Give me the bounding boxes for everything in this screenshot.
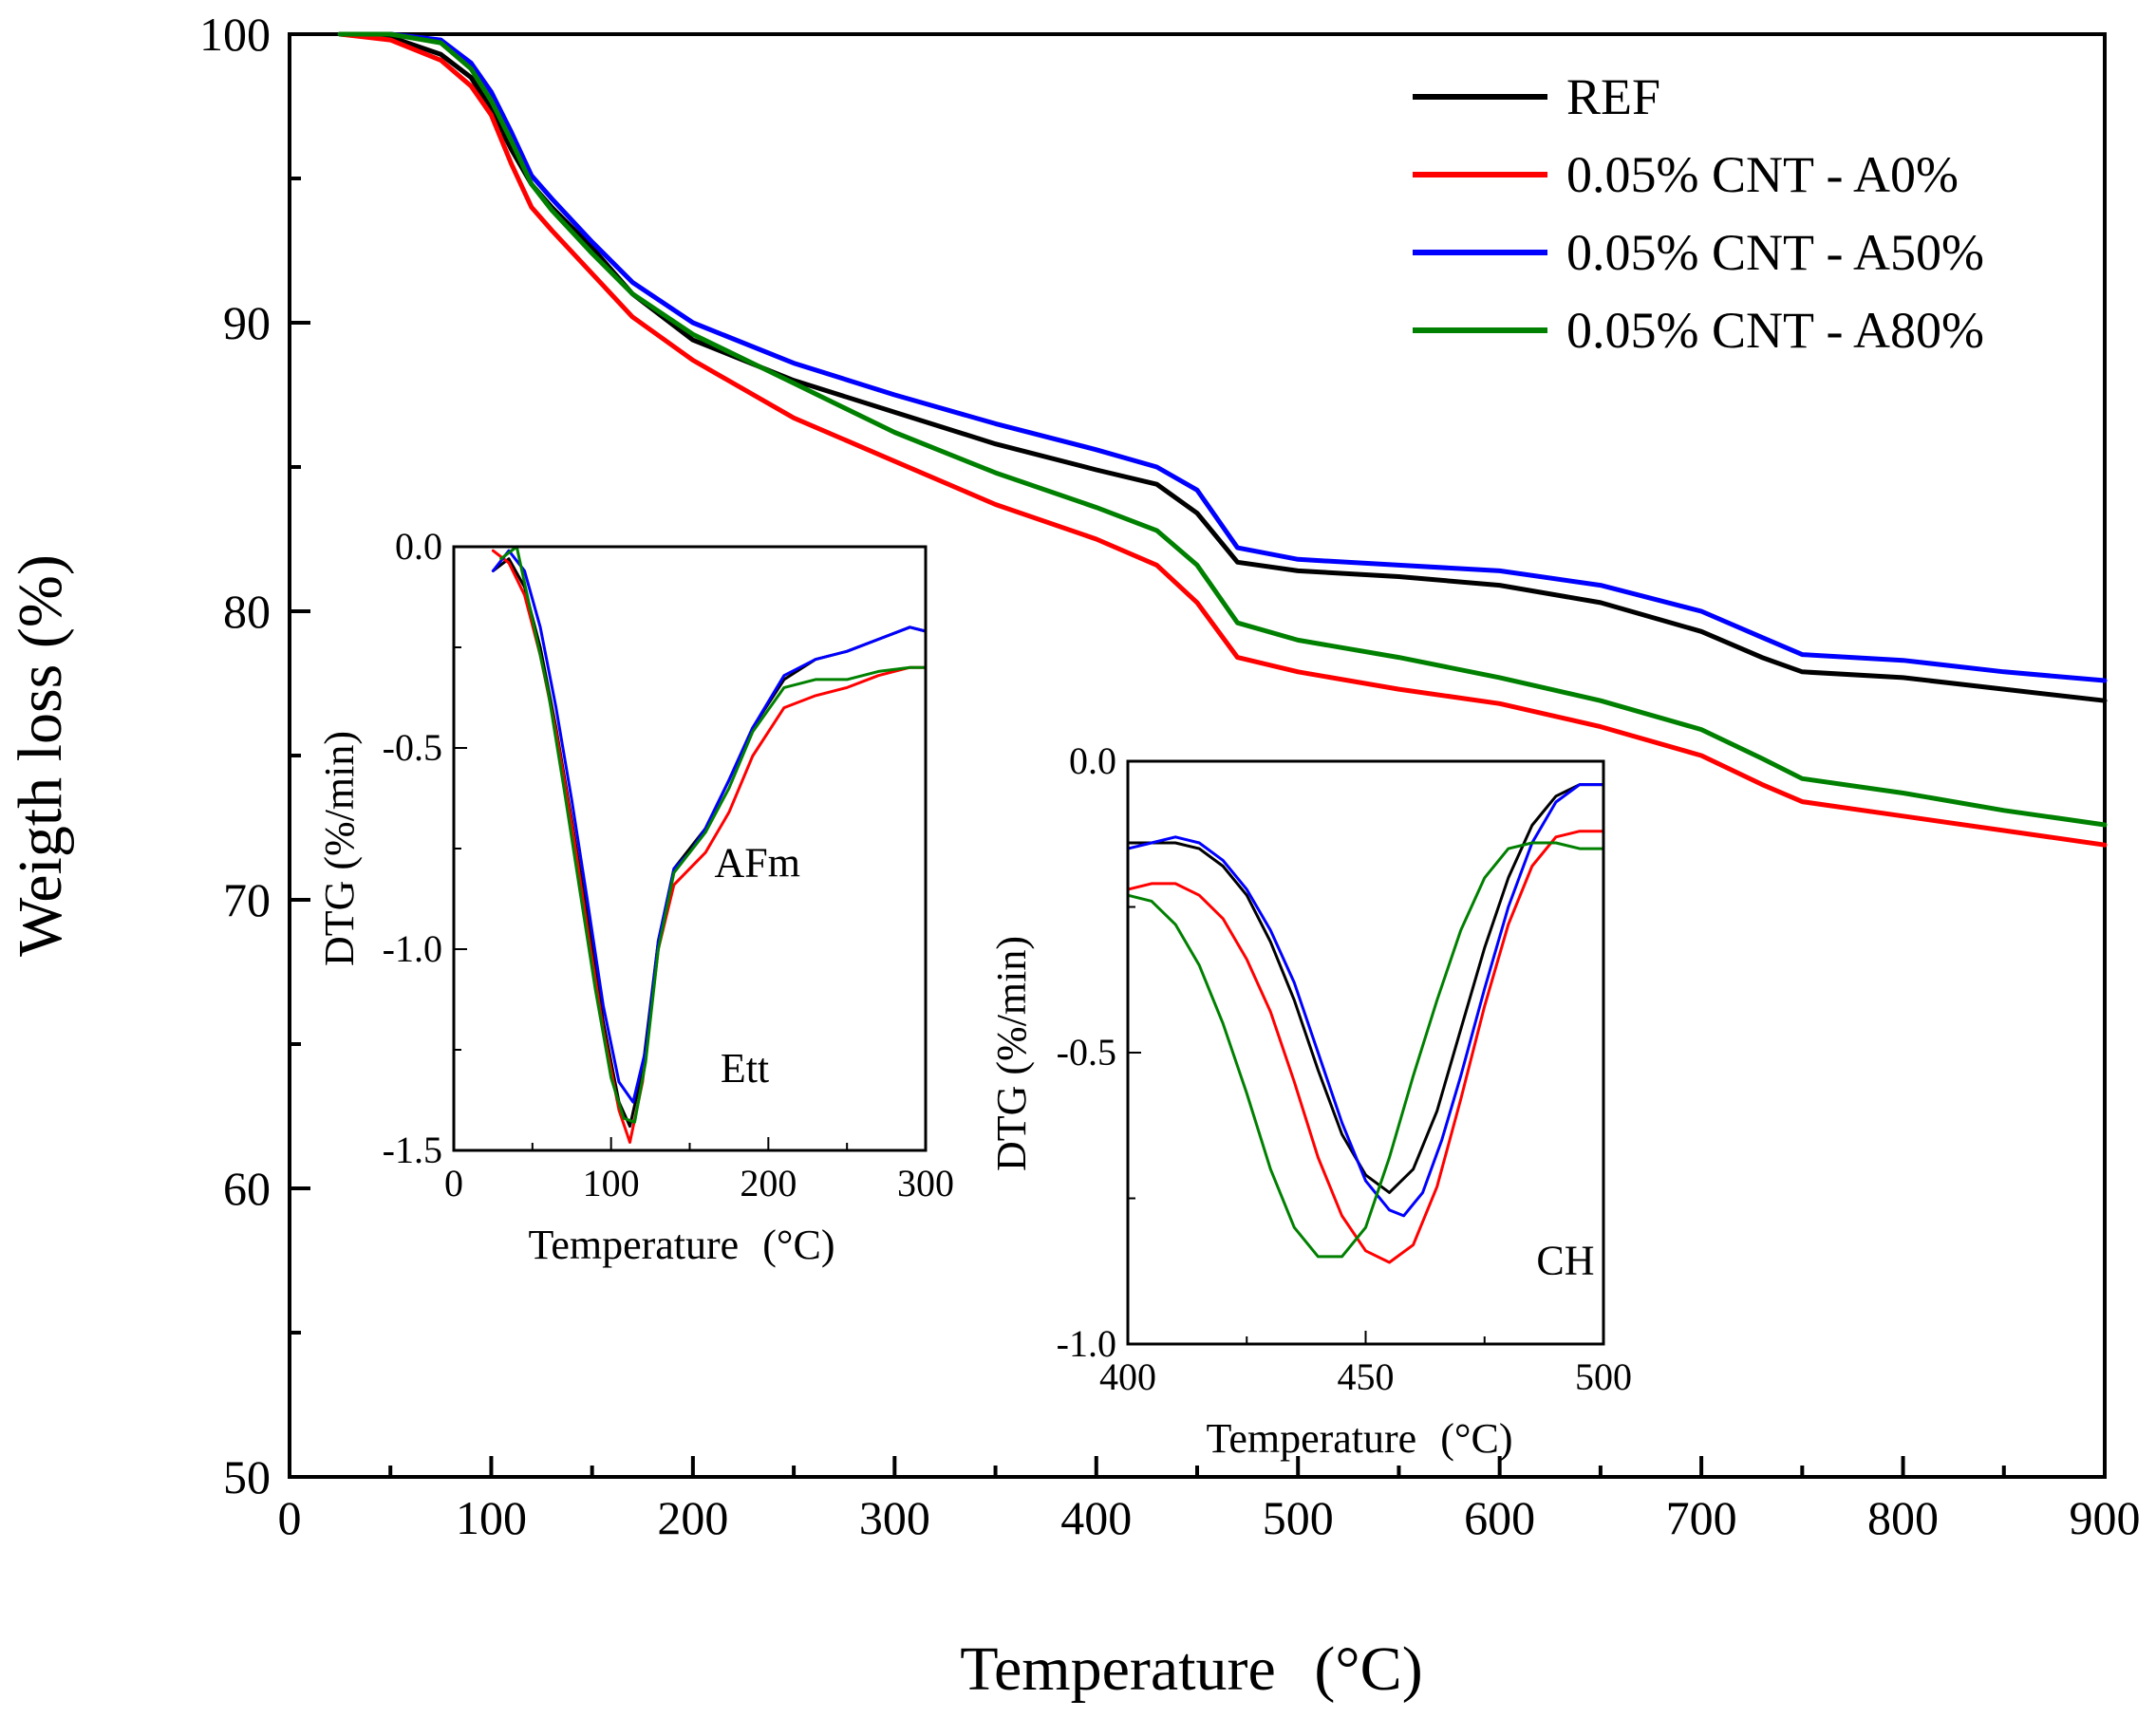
inset-right-series-ref (1126, 783, 1605, 1194)
legend-label-0-05-cnt-a50: 0.05% CNT - A50% (1566, 224, 1984, 281)
inset-right-series-0-05-cnt-a80 (1126, 841, 1605, 1259)
inset-left-annotation-ett: Ett (721, 1045, 769, 1092)
inset-left-y-tick-label: -1.0 (383, 927, 442, 970)
main-x-tick-label: 200 (657, 1491, 728, 1544)
inset-left-y-axis-title: DTG (%/min) (316, 731, 363, 966)
main-axis-ticks (288, 32, 2107, 1479)
inset-left-x-tick-label: 200 (740, 1162, 797, 1204)
inset-right-x-axis-title-unit: (°C) (1440, 1415, 1512, 1462)
main-x-tick-label: 400 (1060, 1491, 1132, 1544)
main-y-tick-label: 50 (223, 1450, 271, 1503)
main-y-tick-label: 80 (223, 585, 271, 638)
inset-left-x-tick-label: 100 (583, 1162, 640, 1204)
inset-left-x-axis-title-unit: (°C) (762, 1222, 834, 1268)
legend: REF 0.05% CNT - A0% 0.05% CNT - A50% 0.05% … (1413, 68, 1984, 359)
main-y-tick-labels: 50 60 70 80 90 100 (199, 8, 271, 1503)
inset-left-x-tick-labels: 0 100 200 300 (444, 1162, 954, 1204)
main-series-lines (337, 31, 2108, 848)
inset-right-x-tick-label: 400 (1099, 1355, 1156, 1398)
main-series-ref (337, 31, 2108, 703)
main-x-tick-label: 500 (1263, 1491, 1334, 1544)
main-y-tick-label: 90 (223, 296, 271, 349)
inset-right-x-tick-label: 500 (1575, 1355, 1632, 1398)
main-x-tick-label: 300 (859, 1491, 930, 1544)
legend-label-0-05-cnt-a80: 0.05% CNT - A80% (1566, 302, 1984, 359)
legend-label-ref: REF (1566, 68, 1660, 125)
inset-right-annotation-ch: CH (1536, 1237, 1594, 1283)
inset-left-x-tick-label: 0 (444, 1162, 463, 1204)
inset-left-y-tick-label: -1.5 (383, 1129, 442, 1171)
main-plot: 0 100 200 300 400 500 600 700 800 900 50 60 70 80 90 1… (6, 8, 2141, 1704)
main-x-tick-label: 100 (456, 1491, 527, 1544)
main-x-tick-label: 700 (1666, 1491, 1737, 1544)
inset-left-annotations: AFm Ett (714, 840, 799, 1092)
main-x-tick-label: 600 (1464, 1491, 1535, 1544)
main-y-tick-label: 100 (199, 8, 271, 61)
inset-right-series-0-05-cnt-a0 (1126, 830, 1605, 1264)
inset-left-x-axis-title-main: Temperature (529, 1222, 740, 1268)
inset-right-y-tick-label: -1.0 (1057, 1322, 1116, 1365)
inset-right-background (1128, 761, 1603, 1344)
inset-left-y-tick-label: -0.5 (383, 726, 442, 769)
inset-right-x-axis-title: Temperature (°C) (1207, 1415, 1513, 1462)
main-x-tick-labels: 0 100 200 300 400 500 600 700 800 900 (278, 1491, 2141, 1544)
main-x-axis-title: Temperature (°C) (960, 1634, 1422, 1704)
inset-left-series-0-05-cnt-a80 (499, 545, 928, 1124)
main-x-tick-label: 800 (1867, 1491, 1939, 1544)
inset-left-annotation-afm: AFm (714, 840, 799, 887)
inset-left-x-tick-label: 300 (897, 1162, 954, 1204)
inset-right-series-lines (1126, 783, 1605, 1264)
inset-right-plot: 400 450 500 -1.0 -0.5 0.0 CH DTG (%/min) Tem… (988, 739, 1632, 1462)
main-series-0-05-cnt-a80 (337, 31, 2108, 828)
main-y-axis-title: Weigth loss (%) (6, 554, 75, 957)
inset-left-frame (452, 545, 928, 1152)
inset-right-x-axis-title-main: Temperature (1207, 1415, 1417, 1462)
inset-left-series-lines (491, 545, 928, 1144)
inset-right-y-axis-title: DTG (%/min) (988, 936, 1035, 1171)
main-y-tick-label: 70 (223, 873, 271, 926)
inset-left-x-axis-title: Temperature (°C) (529, 1222, 835, 1268)
inset-right-x-tick-labels: 400 450 500 (1099, 1355, 1632, 1398)
inset-right-x-tick-label: 450 (1338, 1355, 1395, 1398)
main-series-0-05-cnt-a50 (337, 31, 2108, 683)
inset-right-y-tick-labels: -1.0 -0.5 0.0 (1057, 739, 1116, 1365)
main-x-tick-label: 900 (2070, 1491, 2141, 1544)
inset-left-y-tick-labels: -1.5 -1.0 -0.5 0.0 (383, 525, 442, 1171)
main-x-tick-label: 0 (278, 1491, 302, 1544)
inset-left-plot: 0 100 200 300 -1.5 -1.0 -0.5 0.0 AFm Ett DTG (%… (316, 525, 954, 1268)
main-x-axis-title-main: Temperature (960, 1634, 1276, 1704)
inset-right-frame (1126, 759, 1605, 1346)
main-series-0-05-cnt-a0 (337, 31, 2108, 848)
inset-right-y-tick-label: 0.0 (1069, 739, 1116, 782)
legend-label-0-05-cnt-a0: 0.05% CNT - A0% (1566, 146, 1959, 203)
inset-right-y-tick-label: -0.5 (1057, 1031, 1116, 1074)
inset-left-series-0-05-cnt-a50 (491, 549, 928, 1104)
inset-right-annotations: CH (1536, 1237, 1594, 1283)
inset-left-y-tick-label: 0.0 (395, 525, 442, 568)
main-x-axis-title-unit: (°C) (1314, 1634, 1422, 1704)
main-y-tick-label: 60 (223, 1162, 271, 1215)
